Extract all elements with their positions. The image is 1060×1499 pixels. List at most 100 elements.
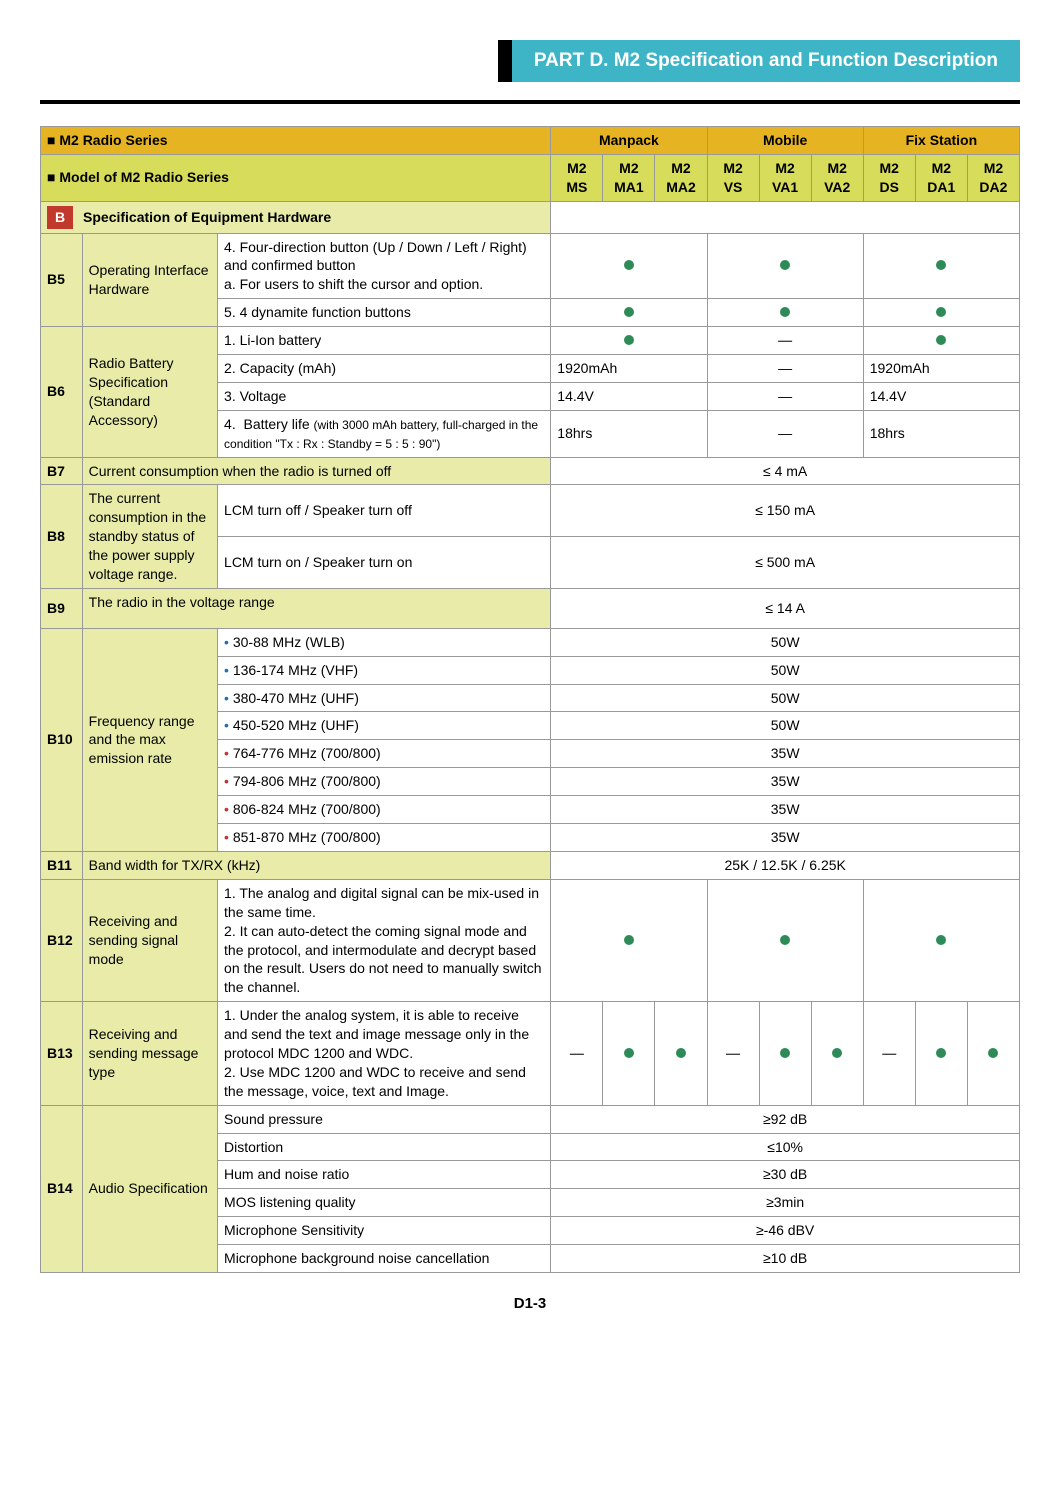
page-header: PART D. M2 Specification and Function De… — [40, 40, 1020, 82]
b6-2-mobile: — — [707, 355, 863, 383]
b11-label: Band width for TX/RX (kHz) — [82, 851, 551, 879]
b6-1-fix — [863, 327, 1019, 355]
b6-desc-4: 4. Battery life (with 3000 mAh battery, … — [218, 410, 551, 457]
row-b11: B11 Band width for TX/RX (kHz) 25K / 12.… — [41, 851, 1020, 879]
b5-label: Operating Interface Hardware — [82, 233, 217, 327]
row-b8-1: B8 The current consumption in the standb… — [41, 485, 1020, 537]
b10-val-8: 35W — [551, 824, 1020, 852]
b6-id: B6 — [41, 327, 83, 457]
spec-table: ■ M2 Radio Series Manpack Mobile Fix Sta… — [40, 126, 1020, 1273]
b13-c3 — [655, 1002, 707, 1105]
b10-text-4: 450-520 MHz (UHF) — [233, 717, 359, 733]
page-footer: D1-3 — [40, 1295, 1020, 1312]
b14-val-1: ≥92 dB — [551, 1105, 1020, 1133]
b10-desc-4: • 450-520 MHz (UHF) — [218, 712, 551, 740]
b10-desc-8: • 851-870 MHz (700/800) — [218, 824, 551, 852]
dash-icon: — — [778, 332, 792, 348]
b14-desc-4: MOS listening quality — [218, 1189, 551, 1217]
b12-desc: 1. The analog and digital signal can be … — [218, 879, 551, 1001]
colgroup-mobile: Mobile — [707, 127, 863, 155]
b10-id: B10 — [41, 628, 83, 851]
b5-1-manpack — [551, 233, 707, 299]
dash-icon: — — [726, 1045, 740, 1061]
dot-icon — [936, 335, 946, 345]
b8-value-1: ≤ 150 mA — [551, 485, 1020, 537]
b7-label: Current consumption when the radio is tu… — [82, 457, 551, 485]
b6-4-manpack: 18hrs — [551, 410, 707, 457]
sub-m2-ms: M2 MS — [551, 154, 603, 201]
row-b6-1: B6 Radio Battery Specification (Standard… — [41, 327, 1020, 355]
b14-desc-1: Sound pressure — [218, 1105, 551, 1133]
dot-icon — [936, 260, 946, 270]
row-b5-1: B5 Operating Interface Hardware 4. Four-… — [41, 233, 1020, 299]
b13-c8 — [915, 1002, 967, 1105]
b6-4-fix: 18hrs — [863, 410, 1019, 457]
b6-4-mobile: — — [707, 410, 863, 457]
b14-val-3: ≥30 dB — [551, 1161, 1020, 1189]
b6-2-manpack: 1920mAh — [551, 355, 707, 383]
b6-2-fix: 1920mAh — [863, 355, 1019, 383]
sub-m2-vs: M2 VS — [707, 154, 759, 201]
b10-desc-7: • 806-824 MHz (700/800) — [218, 796, 551, 824]
dot-icon — [624, 260, 634, 270]
b6-1-manpack — [551, 327, 707, 355]
b14-id: B14 — [41, 1105, 83, 1272]
b13-id: B13 — [41, 1002, 83, 1105]
dot-icon — [780, 1048, 790, 1058]
row-series-title: ■ M2 Radio Series Manpack Mobile Fix Sta… — [41, 127, 1020, 155]
b5-desc-2: 5. 4 dynamite function buttons — [218, 299, 551, 327]
b8-id: B8 — [41, 485, 83, 588]
row-b7: B7 Current consumption when the radio is… — [41, 457, 1020, 485]
dot-icon — [988, 1048, 998, 1058]
b10-text-5: 764-776 MHz (700/800) — [233, 745, 381, 761]
sub-m2-da1: M2 DA1 — [915, 154, 967, 201]
row-b14-1: B14 Audio Specification Sound pressure ≥… — [41, 1105, 1020, 1133]
row-b10-1: B10 Frequency range and the max emission… — [41, 628, 1020, 656]
b11-id: B11 — [41, 851, 83, 879]
sub-m2-va2: M2 VA2 — [811, 154, 863, 201]
sub-m2-ma1: M2 MA1 — [603, 154, 655, 201]
b14-desc-3: Hum and noise ratio — [218, 1161, 551, 1189]
b13-c5 — [759, 1002, 811, 1105]
b6-3-manpack: 14.4V — [551, 382, 707, 410]
dot-icon — [624, 307, 634, 317]
b10-val-4: 50W — [551, 712, 1020, 740]
dot-icon — [624, 935, 634, 945]
dot-icon — [780, 260, 790, 270]
b6-desc-3: 3. Voltage — [218, 382, 551, 410]
section-b-blank — [551, 201, 1020, 233]
b9-label: The radio in the voltage range — [82, 588, 551, 628]
b10-val-2: 50W — [551, 656, 1020, 684]
b8-value-2: ≤ 500 mA — [551, 537, 1020, 589]
header-title: PART D. M2 Specification and Function De… — [498, 40, 1020, 82]
row-b12: B12 Receiving and sending signal mode 1.… — [41, 879, 1020, 1001]
sub-m2-va1: M2 VA1 — [759, 154, 811, 201]
b5-2-manpack — [551, 299, 707, 327]
b10-text-7: 806-824 MHz (700/800) — [233, 801, 381, 817]
b14-desc-5: Microphone Sensitivity — [218, 1217, 551, 1245]
b5-1-mobile — [707, 233, 863, 299]
model-title-text: Model of M2 Radio Series — [59, 169, 229, 185]
b10-desc-5: • 764-776 MHz (700/800) — [218, 740, 551, 768]
dot-icon — [936, 307, 946, 317]
b10-text-2: 136-174 MHz (VHF) — [233, 662, 358, 678]
b10-desc-1: • 30-88 MHz (WLB) — [218, 628, 551, 656]
b10-val-6: 35W — [551, 768, 1020, 796]
section-b-text: Specification of Equipment Hardware — [83, 209, 331, 225]
b8-label: The current consumption in the standby s… — [82, 485, 217, 588]
b10-text-3: 380-470 MHz (UHF) — [233, 690, 359, 706]
b14-desc-6: Microphone background noise cancellation — [218, 1245, 551, 1273]
b14-val-6: ≥10 dB — [551, 1245, 1020, 1273]
b6-1-mobile: — — [707, 327, 863, 355]
b5-2-fix — [863, 299, 1019, 327]
dot-icon — [780, 307, 790, 317]
row-b9: B9 The radio in the voltage range ≤ 14 A — [41, 588, 1020, 628]
b14-desc-2: Distortion — [218, 1133, 551, 1161]
sub-m2-ma2: M2 MA2 — [655, 154, 707, 201]
b6-label: Radio Battery Specification (Standard Ac… — [82, 327, 217, 457]
series-title-text: M2 Radio Series — [59, 132, 167, 148]
sub-m2-da2: M2 DA2 — [967, 154, 1019, 201]
dash-icon: — — [570, 1045, 584, 1061]
b13-c6 — [811, 1002, 863, 1105]
b10-text-8: 851-870 MHz (700/800) — [233, 829, 381, 845]
